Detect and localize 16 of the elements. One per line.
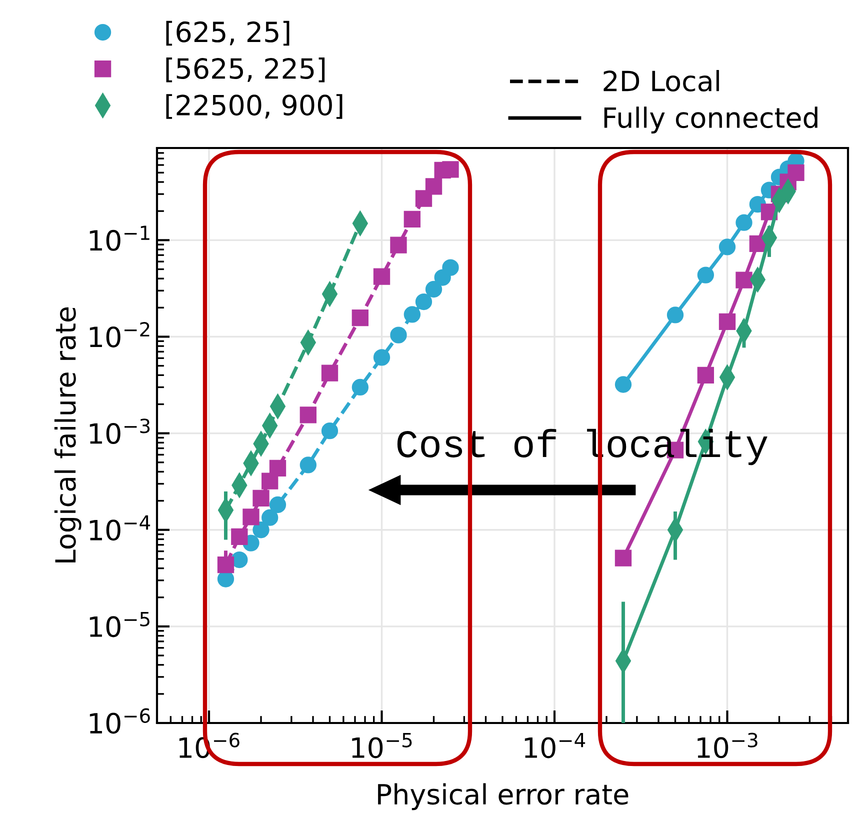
y-tick-label: 10$^{−1}$ — [90, 226, 150, 251]
y-axis-title: Logical failure rate — [54, 307, 82, 562]
y-tick-label: 10$^{−6}$ — [90, 708, 150, 734]
text: 2D Local — [604, 70, 719, 92]
x-tick-label: 10$^{−4}$ — [524, 732, 586, 758]
x-tick-label: 10$^{−3}$ — [698, 732, 758, 758]
y-tick-label: 10$^{−5}$ — [90, 612, 150, 638]
x-axis-title: Physical error rate — [378, 783, 628, 810]
x-tick-label: 10$^{−5}$ — [352, 732, 412, 758]
legend-label: [22500, 900] — [166, 94, 342, 119]
y-tick-label: 10$^{−3}$ — [90, 418, 150, 444]
text: Fully connected — [604, 106, 818, 134]
legend-label: [5625, 225] — [166, 58, 325, 82]
y-tick-label: 10$^{−4}$ — [90, 515, 150, 541]
legend-label: [625, 25] — [166, 20, 290, 46]
y-tick-label: 10$^{−2}$ — [90, 322, 150, 348]
